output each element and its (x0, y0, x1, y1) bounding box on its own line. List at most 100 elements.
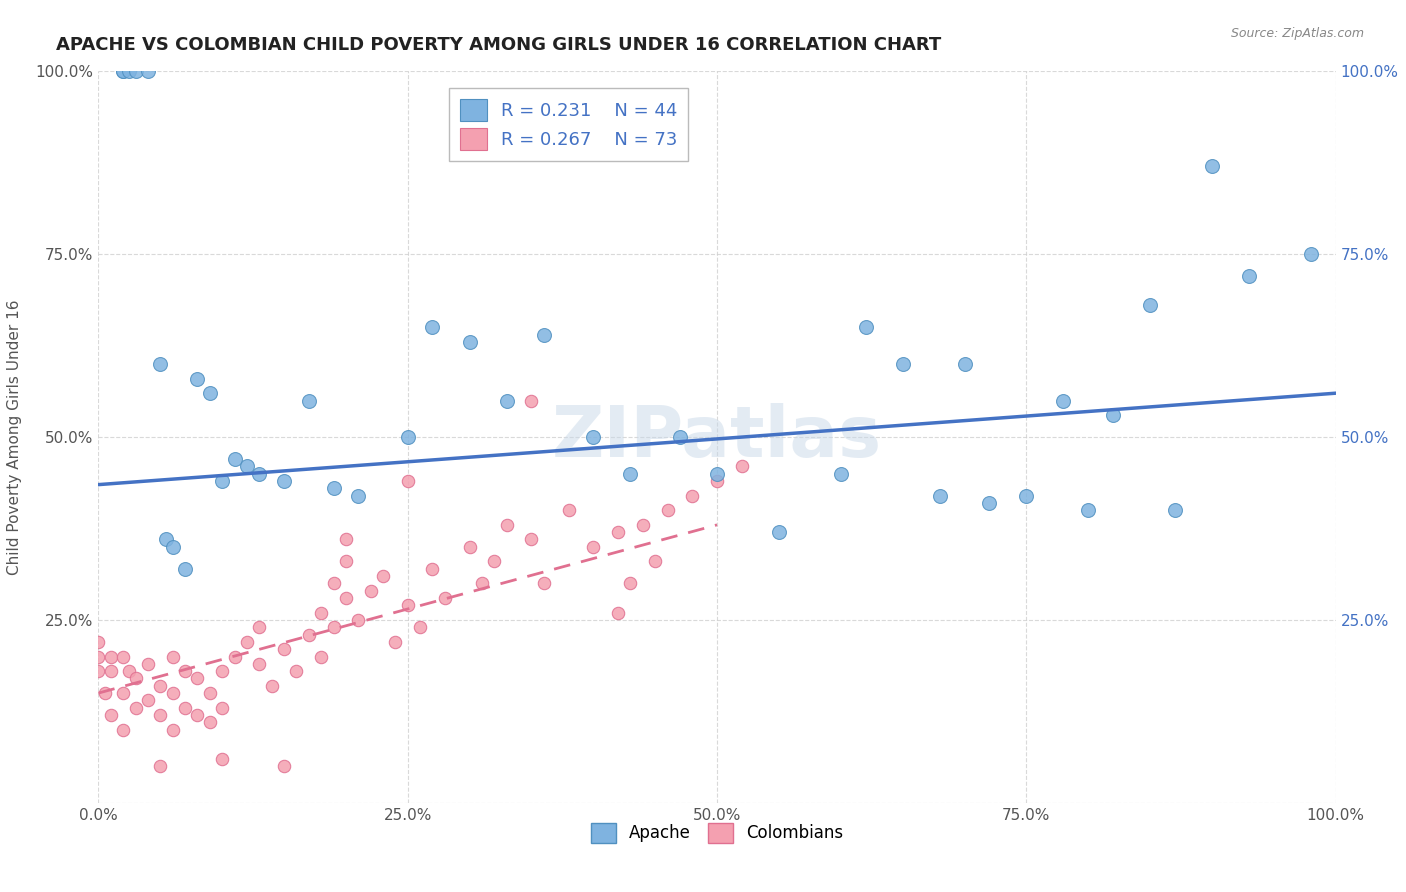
Point (136, 693, 159, 707)
Point (309, 606, 332, 620)
Point (1015, 489, 1038, 503)
Point (582, 430, 605, 444)
Point (174, 700, 197, 714)
Point (149, 679, 172, 693)
Point (124, 700, 146, 714)
Point (422, 320, 444, 334)
Point (162, 540, 184, 554)
Point (87, 635, 110, 649)
Point (1164, 503, 1187, 517)
Point (979, 496, 1001, 510)
Point (495, 517, 517, 532)
Point (471, 576, 494, 591)
Point (706, 467, 728, 481)
Point (174, 664, 197, 678)
Point (644, 554, 666, 568)
Point (87, 649, 110, 664)
Point (149, 759, 172, 773)
Point (582, 540, 605, 554)
Point (533, 576, 555, 591)
Point (953, 357, 976, 371)
Point (247, 620, 270, 634)
Point (619, 576, 641, 591)
Point (155, 533, 177, 547)
Point (118, 664, 141, 678)
Point (347, 489, 370, 503)
Point (1077, 503, 1099, 517)
Point (484, 554, 506, 568)
Point (607, 606, 630, 620)
Point (112, 64, 135, 78)
Point (100, 664, 122, 678)
Point (384, 635, 406, 649)
Point (855, 320, 877, 334)
Point (681, 489, 703, 503)
Point (322, 576, 344, 591)
Point (273, 474, 295, 488)
Text: APACHE VS COLOMBIAN CHILD POVERTY AMONG GIRLS UNDER 16 CORRELATION CHART: APACHE VS COLOMBIAN CHILD POVERTY AMONG … (56, 36, 942, 54)
Point (298, 627, 321, 641)
Point (211, 700, 233, 714)
Point (830, 467, 852, 481)
Point (186, 371, 208, 385)
Point (1299, 247, 1322, 261)
Point (520, 393, 543, 408)
Point (495, 393, 517, 408)
Point (409, 620, 432, 634)
Point (236, 459, 259, 474)
Point (87, 664, 110, 678)
Point (211, 752, 233, 766)
Point (285, 664, 308, 678)
Point (371, 569, 394, 583)
Point (631, 517, 654, 532)
Point (211, 474, 233, 488)
Point (198, 686, 221, 700)
Point (731, 459, 754, 474)
Point (458, 540, 481, 554)
Point (124, 64, 146, 78)
Point (124, 672, 146, 686)
Point (118, 64, 141, 78)
Point (557, 503, 579, 517)
Point (422, 562, 444, 576)
Point (224, 452, 246, 467)
Point (112, 723, 135, 737)
Point (198, 386, 221, 401)
Point (100, 649, 122, 664)
Point (335, 533, 357, 547)
Point (198, 715, 221, 730)
Point (768, 525, 790, 540)
Text: Source: ZipAtlas.com: Source: ZipAtlas.com (1230, 27, 1364, 40)
Point (657, 503, 679, 517)
Point (273, 759, 295, 773)
Point (112, 64, 135, 78)
Point (100, 708, 122, 723)
Point (247, 467, 270, 481)
Point (1102, 408, 1125, 422)
Point (347, 613, 370, 627)
Point (607, 525, 630, 540)
Point (136, 64, 159, 78)
Point (298, 393, 321, 408)
Point (1201, 160, 1223, 174)
Point (112, 649, 135, 664)
Point (396, 599, 419, 613)
Point (309, 649, 332, 664)
Point (224, 649, 246, 664)
Point (322, 481, 344, 495)
Point (322, 620, 344, 634)
Point (433, 591, 456, 605)
Point (162, 686, 184, 700)
Point (669, 430, 692, 444)
Point (186, 708, 208, 723)
Legend: Apache, Colombians: Apache, Colombians (581, 813, 853, 853)
Point (149, 708, 172, 723)
Point (260, 679, 283, 693)
Point (247, 657, 270, 671)
Point (1139, 298, 1161, 312)
Point (533, 327, 555, 342)
Point (149, 357, 172, 371)
Point (335, 554, 357, 568)
Point (136, 657, 159, 671)
Point (928, 489, 950, 503)
